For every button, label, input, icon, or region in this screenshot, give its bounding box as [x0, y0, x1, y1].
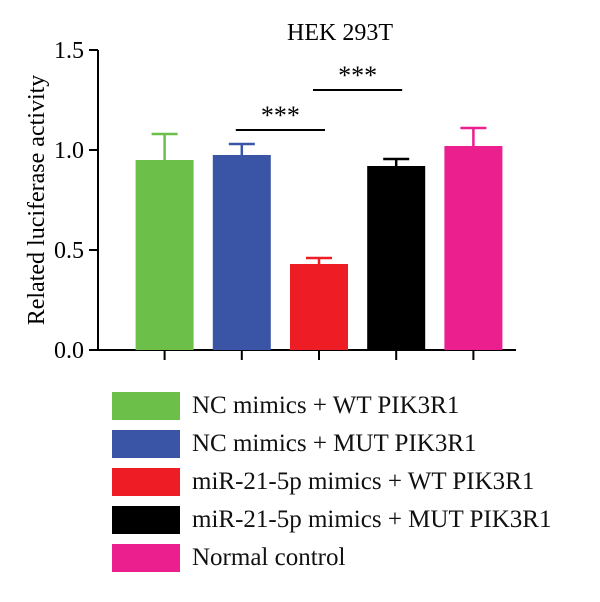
legend-label: NC mimics + WT PIK3R1 — [192, 392, 460, 419]
significance-label: *** — [261, 101, 300, 130]
legend-swatch — [112, 392, 180, 420]
legend-item: miR-21-5p mimics + WT PIK3R1 — [112, 466, 592, 498]
bar-chart: HEK 293T Related luciferase activity 0.0… — [24, 20, 516, 364]
y-tick-label: 0.0 — [54, 338, 84, 364]
legend-label: miR-21-5p mimics + WT PIK3R1 — [192, 468, 535, 495]
legend-item: Normal control — [112, 542, 592, 574]
significance-markers: *** *** — [235, 61, 403, 131]
bar — [367, 166, 426, 350]
legend-item: NC mimics + MUT PIK3R1 — [112, 428, 592, 460]
legend-swatch — [112, 468, 180, 496]
bar — [290, 264, 348, 350]
legend-item: miR-21-5p mimics + MUT PIK3R1 — [112, 504, 592, 536]
legend-label: Normal control — [192, 544, 346, 571]
y-axis-label: Related luciferase activity — [24, 75, 50, 326]
y-tick-label: 1.0 — [54, 138, 84, 164]
chart-title: HEK 293T — [287, 20, 393, 46]
bar — [135, 160, 194, 350]
legend-label: miR-21-5p mimics + MUT PIK3R1 — [192, 506, 552, 533]
legend-swatch — [112, 430, 180, 458]
error-bars — [151, 126, 487, 264]
legend-swatch — [112, 506, 180, 534]
legend-swatch — [112, 544, 180, 572]
bar — [212, 155, 271, 350]
y-axis-ticks: 0.0 0.5 1.0 1.5 — [54, 38, 98, 364]
y-tick-label: 1.5 — [54, 38, 84, 64]
bars — [135, 146, 503, 350]
y-tick-label: 0.5 — [54, 238, 84, 264]
significance-label: *** — [338, 61, 377, 90]
legend-item: NC mimics + WT PIK3R1 — [112, 390, 592, 422]
bar — [444, 146, 503, 350]
legend-label: NC mimics + MUT PIK3R1 — [192, 430, 477, 457]
